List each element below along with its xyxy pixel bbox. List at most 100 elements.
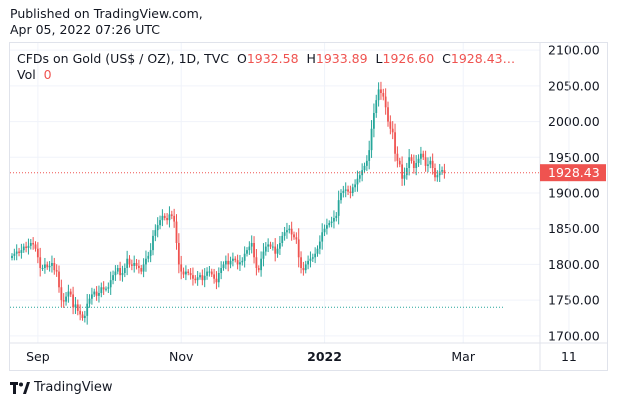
candle-body — [286, 230, 288, 233]
candle-body — [105, 288, 107, 290]
high-value: 1933.89 — [315, 51, 368, 66]
candle-body — [368, 150, 371, 161]
candle-body — [159, 220, 161, 226]
candle-body — [58, 271, 60, 288]
candle-body — [192, 275, 194, 279]
high-label: H — [306, 51, 316, 66]
candle-body — [354, 184, 356, 188]
price-axis-label: 2050.00 — [548, 78, 600, 93]
time-axis-label: Mar — [451, 349, 475, 364]
candle-body — [102, 287, 105, 290]
candle-body — [39, 257, 42, 268]
candle-body — [302, 268, 305, 271]
candle-body — [79, 310, 82, 315]
candle-body — [309, 258, 312, 261]
price-axis-label: 2100.00 — [548, 43, 600, 58]
candle-body — [196, 277, 199, 281]
low-value: 1926.60 — [382, 51, 435, 66]
candle-body — [297, 239, 300, 258]
price-axis-label: 2000.00 — [548, 114, 600, 129]
candle-body — [363, 165, 366, 171]
candle-body — [422, 153, 425, 158]
candle-body — [135, 263, 138, 266]
open-value: 1932.58 — [246, 51, 299, 66]
candle-body — [253, 243, 255, 258]
candle-body — [340, 193, 342, 201]
candle-body — [203, 275, 206, 281]
price-axis-label: 1700.00 — [548, 328, 600, 343]
candle-body — [349, 191, 352, 193]
candle-body — [262, 251, 265, 259]
tradingview-footer[interactable]: TradingView — [10, 380, 113, 395]
open-label: O — [236, 51, 247, 66]
legend-volume-row: Vol 0 — [17, 67, 515, 83]
candle-body — [387, 107, 389, 122]
candle-body — [88, 298, 91, 304]
candle-body — [269, 244, 272, 247]
candle-body — [335, 215, 338, 218]
candle-body — [152, 235, 154, 251]
price-axis-label: 1750.00 — [548, 293, 600, 308]
candle-body — [424, 157, 427, 166]
candle-body — [185, 271, 187, 275]
candle-body — [25, 246, 27, 248]
candle-body — [206, 271, 208, 276]
candle-body — [394, 132, 396, 154]
candle-body — [98, 293, 100, 296]
candle-body — [210, 271, 213, 275]
candle-body — [441, 170, 443, 172]
candle-body — [34, 244, 37, 249]
candle-body — [330, 221, 333, 223]
candle-body — [227, 260, 230, 265]
candle-body — [318, 241, 321, 249]
candle-body — [438, 171, 441, 176]
candle-body — [166, 218, 168, 221]
candle-body — [189, 273, 192, 276]
candle-body — [154, 230, 157, 236]
price-axis-label: 1850.00 — [548, 221, 600, 236]
candle-body — [260, 258, 262, 271]
candle-body — [255, 257, 258, 268]
candle-body — [375, 100, 378, 113]
candle-body — [201, 275, 204, 281]
candle-body — [276, 248, 279, 254]
candle-body — [217, 273, 220, 283]
candle-body — [123, 268, 126, 273]
candle-body — [232, 258, 234, 261]
candle-body — [170, 214, 173, 216]
candle-body — [304, 264, 307, 271]
candle-body — [337, 200, 340, 216]
last-price-label: 1928.43 — [548, 165, 600, 180]
candle-body — [257, 268, 260, 271]
candle-body — [314, 253, 317, 258]
publication-info: Published on TradingView.com, Apr 05, 20… — [10, 6, 203, 38]
candle-body — [81, 314, 84, 318]
candle-body — [140, 268, 143, 272]
candle-body — [199, 275, 201, 278]
candle-body — [436, 175, 439, 178]
candle-body — [417, 158, 420, 163]
candle-body — [36, 248, 39, 258]
chart-frame — [9, 42, 608, 371]
candle-body — [234, 258, 237, 261]
candle-body — [55, 270, 58, 272]
symbol-description: CFDs on Gold (US$ / OZ), 1D, TVC — [17, 51, 230, 66]
candle-body — [215, 278, 218, 283]
candle-body — [128, 258, 131, 265]
candle-body — [32, 243, 35, 245]
published-on: Published on TradingView.com, — [10, 6, 203, 21]
tradingview-brand: TradingView — [34, 380, 113, 395]
candle-body — [100, 287, 103, 293]
candle-body — [290, 228, 293, 235]
candle-body — [377, 89, 380, 101]
candle-body — [187, 271, 190, 273]
candle-body — [138, 265, 140, 268]
candle-body — [358, 175, 361, 179]
candle-body — [321, 232, 324, 242]
candle-body — [220, 268, 223, 273]
candle-body — [279, 243, 281, 249]
candle-body — [420, 153, 422, 159]
candle-body — [74, 304, 77, 308]
candle-body — [62, 300, 65, 302]
